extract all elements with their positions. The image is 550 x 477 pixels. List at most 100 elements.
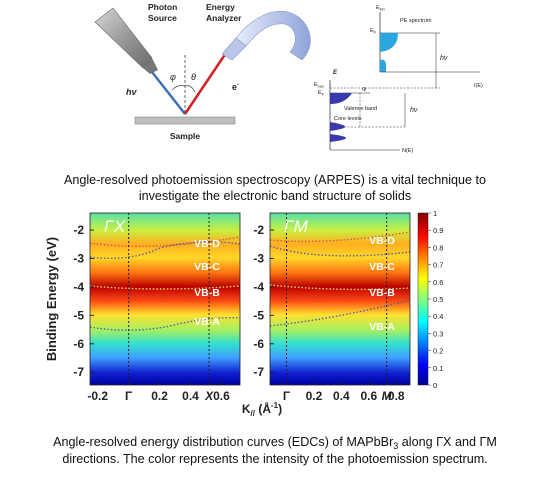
theta-arc xyxy=(184,85,196,93)
y-axis-label: Binding Energy (eV) xyxy=(44,237,59,361)
y-tick-label: -4 xyxy=(253,280,264,294)
y-tick-label: -7 xyxy=(253,365,264,379)
y-tick-label: -5 xyxy=(253,308,264,322)
pe-spectrum-core xyxy=(380,59,386,72)
label-electron: e- xyxy=(232,82,239,92)
colorbar-tick-label: 0.8 xyxy=(433,243,443,252)
colorbar-tick-label: 0.5 xyxy=(433,295,443,304)
caption-bottom: directions. The color represents the int… xyxy=(62,452,487,466)
photon-beam xyxy=(151,71,186,115)
photon-source-icon xyxy=(94,7,153,69)
label-phi-work: Φ xyxy=(362,87,367,93)
colorbar xyxy=(417,212,429,386)
energy-analyzer-icon xyxy=(235,10,311,61)
evac-base: E xyxy=(314,82,318,88)
y-tick-label: -6 xyxy=(253,337,264,351)
colorbar-tick-label: 0.1 xyxy=(433,364,443,373)
label-sample: Sample xyxy=(170,131,201,141)
x-tick-label: 0.2 xyxy=(306,389,323,403)
x-tick-label: 0.4 xyxy=(333,389,350,403)
label-ef-top: EF xyxy=(370,28,377,35)
panel-title: ΓM xyxy=(284,217,309,236)
label-photon-source: Source xyxy=(148,13,177,23)
x-tick-label: M xyxy=(382,389,393,403)
label-hv-top: hν xyxy=(440,55,448,62)
band-label: VB-A xyxy=(194,316,220,328)
y-tick-label: -4 xyxy=(73,280,84,294)
band-curve xyxy=(269,295,411,300)
valence-band-shape xyxy=(330,93,352,104)
plot-frame xyxy=(269,212,411,386)
ef-top-sub: F xyxy=(374,30,377,35)
sample-plate xyxy=(134,116,236,125)
caption-bottom: Angle-resolved energy distribution curve… xyxy=(53,435,497,451)
label-theta: θ xyxy=(191,72,196,82)
electron-beam xyxy=(183,49,230,115)
y-tick-label: -3 xyxy=(73,251,84,265)
ekin-sub: kin xyxy=(380,7,385,12)
x-axis-label: K// (Å-1) xyxy=(242,401,282,418)
x-tick-label: 0.4 xyxy=(182,389,199,403)
caption-part: Angle-resolved energy distribution curve… xyxy=(53,435,393,449)
label-ef: EF xyxy=(318,90,325,97)
x-tick-label: 0.6 xyxy=(360,389,377,403)
electron-sup: - xyxy=(237,82,239,88)
ef-top-base: E xyxy=(370,28,374,34)
x-label-sup: -1 xyxy=(271,401,279,410)
x-tick-label: 0.8 xyxy=(388,389,405,403)
y-tick-label: -5 xyxy=(73,308,84,322)
band-label: VB-B xyxy=(194,287,220,299)
band-label: VB-C xyxy=(194,261,220,273)
colorbar-tick-label: 0.7 xyxy=(433,261,443,270)
label-photon-source: Photon xyxy=(148,2,177,12)
x-tick-label: Γ xyxy=(283,389,291,403)
core-level-2 xyxy=(330,134,346,142)
colorbar-tick-label: 0.6 xyxy=(433,278,443,287)
label-ne: N(E) xyxy=(402,148,413,154)
label-e-axis: E xyxy=(333,70,338,76)
caption-part: along ΓX and ΓM xyxy=(398,435,497,449)
colorbar-tick-label: 0.9 xyxy=(433,226,443,235)
label-energy-analyzer: Analyzer xyxy=(206,13,242,23)
y-tick-label: -6 xyxy=(73,337,84,351)
x-tick-label: X xyxy=(204,389,214,403)
band-label: VB-A xyxy=(369,321,395,333)
x-tick-label: 0.2 xyxy=(151,389,168,403)
electron-base: e xyxy=(232,82,237,92)
label-ie: I(E) xyxy=(474,83,483,89)
panel-title: ΓX xyxy=(104,217,126,236)
schematic: Photon Source Energy Analyzer hv φ θ e- … xyxy=(94,2,311,141)
band-label: VB-C xyxy=(369,261,395,273)
ef-base: E xyxy=(318,90,322,96)
pe-spectrum-peak xyxy=(380,33,398,52)
x-label-close: ) xyxy=(278,402,282,416)
band-label: VB-D xyxy=(369,235,395,247)
label-energy-analyzer: Energy xyxy=(206,2,235,12)
phi-arc xyxy=(171,85,186,91)
label-evac: Evac xyxy=(314,82,324,89)
band-curve xyxy=(269,245,411,257)
colorbar-tick-label: 1 xyxy=(433,209,437,218)
x-label-open: (Å xyxy=(255,401,271,416)
label-phi: φ xyxy=(170,72,176,82)
x-tick-label: -0.2 xyxy=(87,389,108,403)
colorbar-tick-label: 0.3 xyxy=(433,329,443,338)
caption-top: Angle-resolved photoemission spectroscop… xyxy=(64,173,486,187)
y-tick-label: -2 xyxy=(253,223,264,237)
x-label-sub: // xyxy=(251,409,256,418)
energy-diagram: Ekin PE spectrum EF hν I(E) E Evac EF Φ … xyxy=(314,5,483,154)
caption-sub: 3 xyxy=(393,441,398,451)
colorbar-tick-label: 0 xyxy=(433,381,437,390)
colorbar-tick-label: 0.2 xyxy=(433,347,443,356)
band-curve xyxy=(89,236,241,248)
colorbar-tick-label: 0.4 xyxy=(433,312,443,321)
band-curve xyxy=(269,231,411,243)
ef-sub: F xyxy=(322,92,325,97)
label-valence-band: Valence band xyxy=(344,106,377,112)
label-ekin: Ekin xyxy=(376,5,385,12)
label-pe-spectrum: PE spectrum xyxy=(400,18,432,24)
x-label-main: K xyxy=(242,402,251,416)
band-curve xyxy=(269,284,411,291)
label-hv-bottom: hν xyxy=(410,107,418,114)
